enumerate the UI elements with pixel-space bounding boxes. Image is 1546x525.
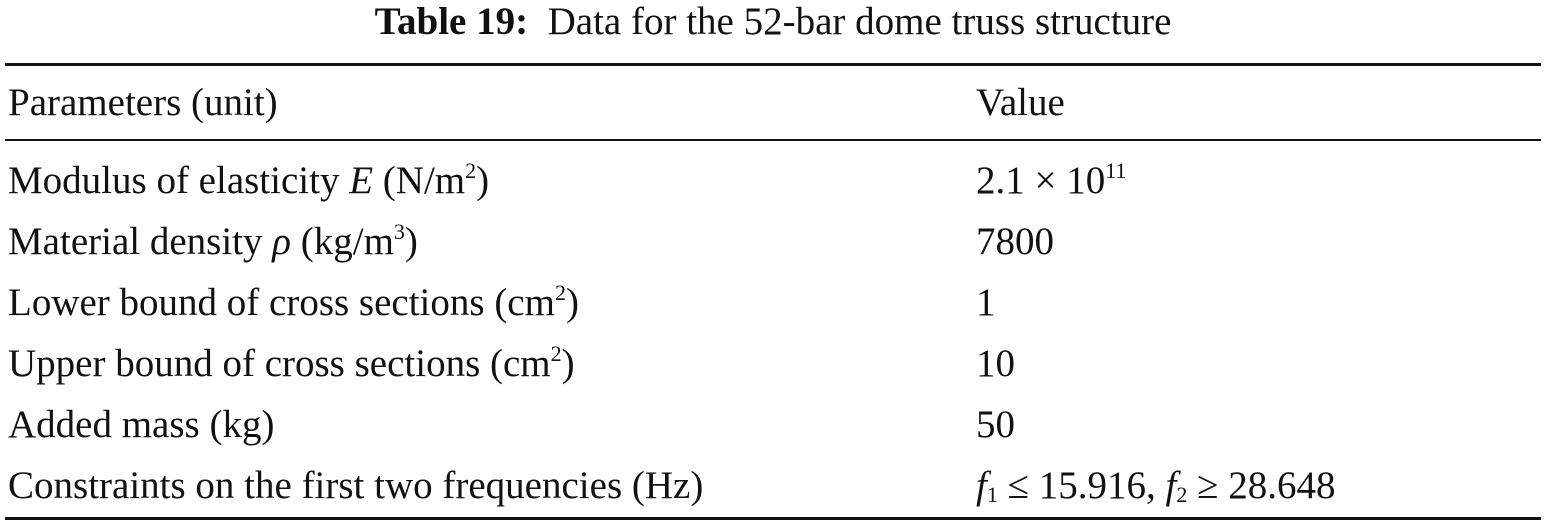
text: 10: [976, 342, 1015, 385]
parameter-cell: Added mass (kg): [8, 403, 274, 447]
text: Modulus of elasticity: [8, 159, 350, 202]
header-cell: Parameters (unit): [8, 81, 278, 124]
text: 1: [976, 281, 996, 324]
symbol: ρ: [272, 220, 291, 263]
text: 50: [976, 403, 1015, 446]
text: 7800: [976, 220, 1054, 263]
value-cell: 10: [976, 342, 1015, 386]
subscript: 2: [1176, 482, 1188, 507]
text: ): [565, 281, 579, 324]
symbol: f: [1165, 464, 1177, 507]
text: ): [476, 159, 490, 202]
value-cell: 50: [976, 403, 1015, 447]
superscript: 2: [550, 341, 562, 366]
parameter-cell: Upper bound of cross sections (cm2): [8, 342, 575, 386]
caption-text: Data for the 52-bar dome truss structure: [547, 0, 1172, 43]
subscript: 1: [986, 482, 998, 507]
top-rule: [5, 63, 1541, 66]
symbol: f: [976, 464, 987, 507]
parameter-cell: Material density ρ (kg/m3): [8, 220, 418, 264]
text: Lower bound of cross sections (cm: [8, 281, 555, 324]
caption-label: Table 19:: [374, 0, 529, 43]
text: ≥ 28.648: [1187, 464, 1336, 507]
text: ): [404, 220, 418, 263]
text: Upper bound of cross sections (cm: [8, 342, 551, 385]
superscript: 2: [465, 158, 477, 183]
text: ≤ 15.916,: [997, 464, 1166, 507]
text: 2.1 × 10: [976, 159, 1106, 202]
value-cell: 1: [976, 281, 996, 325]
header-cell: Value: [976, 81, 1065, 124]
superscript: 11: [1105, 158, 1127, 183]
superscript: 3: [393, 219, 405, 244]
text: (N/m: [373, 159, 466, 202]
text: Material density: [8, 220, 273, 263]
superscript: 2: [554, 280, 566, 305]
value-cell: f1 ≤ 15.916, f2 ≥ 28.648: [976, 464, 1336, 508]
parameter-cell: Lower bound of cross sections (cm2): [8, 281, 579, 325]
text: (kg/m: [291, 220, 394, 263]
bottom-rule: [5, 517, 1541, 520]
parameter-cell: Modulus of elasticity E (N/m2): [8, 159, 489, 203]
parameter-cell: Constraints on the first two frequencies…: [8, 464, 703, 508]
value-cell: 7800: [976, 220, 1054, 264]
header-rule: [5, 139, 1541, 141]
text: Constraints on the first two frequencies…: [8, 464, 704, 507]
table-caption: Table 19: Data for the 52-bar dome truss…: [0, 0, 1546, 44]
text: Added mass (kg): [8, 403, 275, 446]
text: ): [561, 342, 575, 385]
value-cell: 2.1 × 1011: [976, 159, 1126, 203]
symbol: E: [349, 159, 374, 202]
